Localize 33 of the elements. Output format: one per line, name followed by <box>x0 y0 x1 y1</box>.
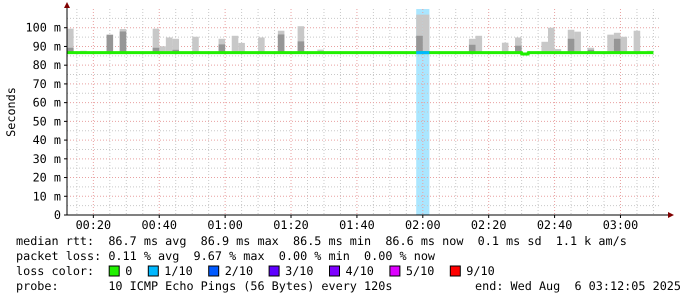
y-tick-label: 0 <box>54 208 61 222</box>
y-tick-label: 30 m <box>32 152 61 166</box>
y-tick-label: 80 m <box>32 58 61 72</box>
x-tick-label: 02:40 <box>536 218 572 232</box>
y-axis-title: Seconds <box>4 87 18 137</box>
legend-label: 0 <box>125 264 132 278</box>
legend-label: 2/10 <box>224 264 254 278</box>
legend-label: 3/10 <box>285 264 314 278</box>
y-tick-label: 10 m <box>32 189 61 204</box>
x-tick-label: 00:20 <box>76 218 112 232</box>
x-tick-label: 02:20 <box>470 218 506 232</box>
x-tick-label: 00:40 <box>141 218 178 232</box>
text: end: Wed Aug 6 03:12:05 2025 <box>475 279 681 293</box>
x-tick-label: 01:00 <box>207 218 243 232</box>
text: packet loss: 0.11 % avg 9.67 % max 0.00 % min 0.00 % now <box>16 249 436 263</box>
x-tick-label: 01:40 <box>339 218 375 232</box>
legend-label: 1/10 <box>164 264 193 278</box>
y-tick-label: 20 m <box>32 170 61 185</box>
x-tick-label: 03:00 <box>602 218 638 232</box>
y-tick-label: 50 m <box>32 114 61 128</box>
x-tick-label: 01:20 <box>273 218 309 232</box>
y-tick-label: 60 m <box>32 96 61 110</box>
y-tick-label: 100 m <box>25 20 61 35</box>
y-tick-label: 90 m <box>32 39 61 54</box>
legend-label: 5/10 <box>406 264 434 278</box>
text: median rtt: 86.7 ms avg 86.9 ms max 86.5 ms min 86.6 ms now 0.1 ms sd 1.1 k am/s <box>16 234 627 248</box>
legend-title: loss color: <box>16 264 94 278</box>
legend-label: 4/10 <box>346 264 374 278</box>
x-tick-label: 02:00 <box>405 218 441 232</box>
text: probe: 10 ICMP Echo Pings (56 Bytes) every 120s <box>16 279 392 293</box>
legend-label: 9/10 <box>466 264 495 278</box>
y-tick-label: 40 m <box>32 133 61 148</box>
y-tick-label: 70 m <box>32 76 61 91</box>
